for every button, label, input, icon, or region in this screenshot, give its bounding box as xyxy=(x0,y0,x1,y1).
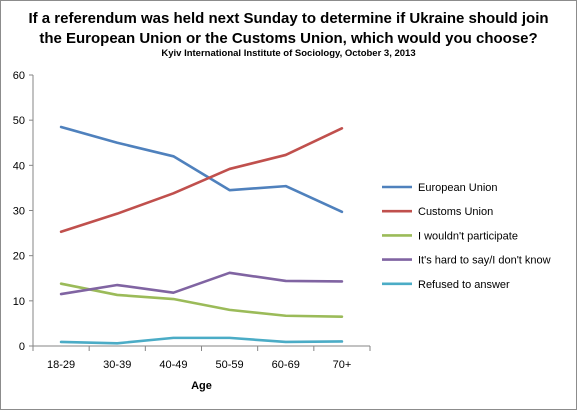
chart-title-line-1: If a referendum was held next Sunday to … xyxy=(28,10,549,27)
series-line xyxy=(59,271,344,296)
y-tick-label: 20 xyxy=(13,251,25,263)
y-tick-label: 10 xyxy=(13,296,25,308)
legend-entry: Refused to answer xyxy=(418,279,510,291)
y-tick-label: 60 xyxy=(13,70,25,82)
legend-entry: It's hard to say/I don't know xyxy=(418,255,551,267)
y-tick-label: 40 xyxy=(13,160,25,172)
x-tick-label: 30-39 xyxy=(103,359,131,371)
series-line xyxy=(59,336,344,345)
x-tick-label: 50-59 xyxy=(216,359,244,371)
legend-entry: I wouldn't participate xyxy=(418,230,518,242)
y-tick-label: 0 xyxy=(19,341,25,353)
legend-entry: European Union xyxy=(418,182,498,194)
x-tick-label: 60-69 xyxy=(272,359,300,371)
x-tick-label: 70+ xyxy=(333,359,352,371)
series-line xyxy=(59,282,344,318)
chart-subtitle: Kyiv International Institute of Sociolog… xyxy=(161,48,416,59)
chart-title-line-2: the European Union or the Customs Union,… xyxy=(39,30,538,47)
y-tick-label: 30 xyxy=(13,206,25,218)
series-line xyxy=(59,125,344,214)
series-line xyxy=(59,126,344,234)
x-tick-label: 18-29 xyxy=(47,359,75,371)
chart-title: If a referendum was held next Sunday to … xyxy=(0,9,577,49)
x-tick-label: 40-49 xyxy=(159,359,187,371)
x-axis-label: Age xyxy=(191,380,212,392)
y-tick-label: 50 xyxy=(13,115,25,127)
legend-entry: Customs Union xyxy=(418,206,493,218)
